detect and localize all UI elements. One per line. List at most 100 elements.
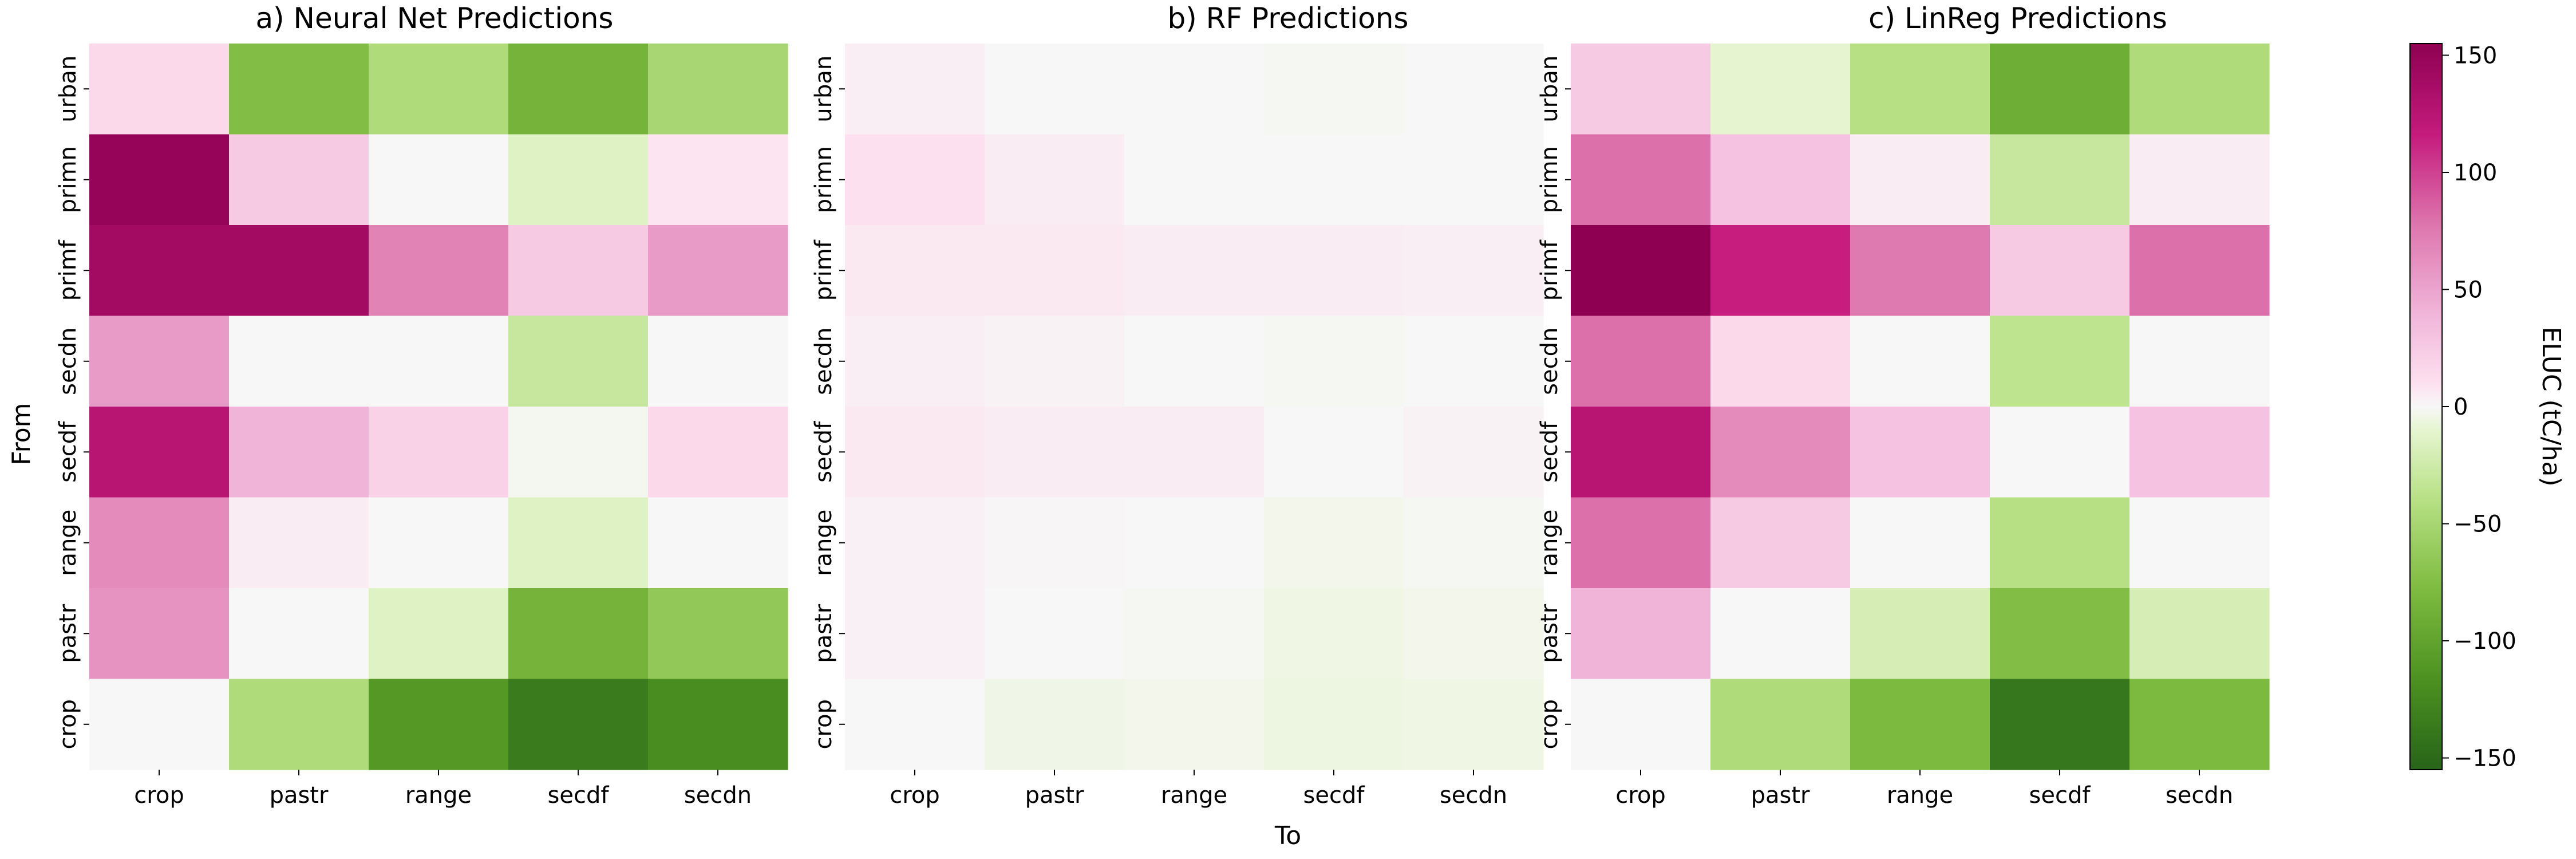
heatmap-cell	[1124, 316, 1265, 407]
y-tick-label: secdf	[55, 421, 81, 483]
heatmap-cell	[229, 497, 369, 589]
heatmap-cell	[89, 588, 230, 680]
heatmap-cell	[985, 407, 1125, 498]
heatmap-cell	[1264, 44, 1404, 135]
colorbar-tick-label: 150	[2453, 42, 2497, 69]
heatmap-cell	[985, 497, 1125, 589]
heatmap-cell	[2129, 44, 2270, 135]
heatmap-cell	[648, 44, 788, 135]
heatmap-cell	[985, 316, 1125, 407]
heatmap-cell	[1404, 44, 1544, 135]
y-tick-labels: urban primn primf secdn secdf range pastr crop	[811, 56, 845, 749]
x-tick-label: secdn	[1440, 782, 1507, 809]
colorbar-tick-label: −50	[2453, 511, 2502, 538]
y-tick-label: primn	[55, 146, 81, 213]
heatmap-cell	[2129, 134, 2270, 226]
y-tick-label: primf	[1536, 239, 1563, 301]
heatmap-cell	[1990, 679, 2130, 770]
x-tick-label: secdf	[1303, 782, 1365, 809]
heatmap-cell	[89, 225, 230, 317]
heatmap-cell	[1571, 588, 1711, 680]
heatmap-cell	[1264, 407, 1404, 498]
heatmap-cell	[1571, 316, 1711, 407]
heatmap-cell	[229, 44, 369, 135]
heatmap-cell	[1850, 497, 1990, 589]
heatmap-cell	[1990, 588, 2130, 680]
heatmap-cell	[648, 588, 788, 680]
heatmap-cell	[1124, 134, 1265, 226]
heatmap-cell	[845, 134, 985, 226]
heatmap-cell	[985, 44, 1125, 135]
heatmap-cell	[369, 44, 509, 135]
colorbar-ticks: 150 100 50 0 −50 −100 −150	[2442, 42, 2516, 772]
heatmap-cell	[648, 225, 788, 317]
heatmap-cell	[845, 679, 985, 770]
heatmap-cell	[845, 44, 985, 135]
heatmap-cell	[985, 134, 1125, 226]
heatmap-cell	[845, 497, 985, 589]
heatmap-cell	[1990, 407, 2130, 498]
heatmap-cell	[229, 679, 369, 770]
heatmap-cell	[985, 679, 1125, 770]
heatmap-cell	[1710, 44, 1851, 135]
heatmap-cell	[508, 407, 649, 498]
heatmap-cell	[1264, 679, 1404, 770]
heatmap-cell	[845, 316, 985, 407]
y-tick-label: secdn	[1536, 328, 1563, 395]
heatmap-cell	[229, 134, 369, 226]
heatmap-cell	[1850, 407, 1990, 498]
heatmap-cell	[1850, 316, 1990, 407]
heatmap-cell	[369, 134, 509, 226]
y-tick-label: crop	[811, 699, 837, 749]
y-tick-label: crop	[55, 699, 81, 749]
heatmap-cell	[985, 588, 1125, 680]
heatmap-cell	[508, 134, 649, 226]
heatmap-cell	[508, 316, 649, 407]
heatmap-cell	[845, 225, 985, 317]
heatmap-cell	[89, 44, 230, 135]
heatmap-cell	[89, 679, 230, 770]
heatmap-cell	[369, 497, 509, 589]
heatmap-cell	[369, 316, 509, 407]
heatmap-cell	[1124, 225, 1265, 317]
heatmap-cell	[508, 497, 649, 589]
colorbar-tick-label: 0	[2453, 394, 2468, 420]
x-tick-labels: crop pastr range secdf secdn	[134, 770, 752, 809]
y-tick-label: range	[55, 510, 81, 576]
heatmap-cell	[1124, 44, 1265, 135]
panel-rf: b) RF Predictions urban primn primf secdn se…	[811, 2, 1544, 809]
heatmap-cell	[1710, 588, 1851, 680]
heatmap-cell	[1124, 588, 1265, 680]
x-tick-label: range	[1887, 782, 1953, 809]
heatmap-cell	[1264, 134, 1404, 226]
heatmap-cell	[369, 407, 509, 498]
y-tick-label: secdn	[811, 328, 837, 395]
heatmap-cell	[1571, 44, 1711, 135]
panel-title: a) Neural Net Predictions	[256, 2, 614, 35]
panel-title: b) RF Predictions	[1168, 2, 1409, 35]
heatmap-cell	[1990, 225, 2130, 317]
x-tick-label: secdn	[684, 782, 752, 809]
heatmap-cell	[1264, 588, 1404, 680]
heatmap-cell	[1990, 44, 2130, 135]
y-tick-label: range	[1536, 510, 1563, 576]
x-tick-label: secdn	[2166, 782, 2233, 809]
heatmap-cell	[1571, 225, 1711, 317]
heatmap-cell	[508, 588, 649, 680]
heatmap-cell	[1404, 679, 1544, 770]
heatmap-cell	[1850, 134, 1990, 226]
panel-linreg: c) LinReg Predictions urban primn primf sec…	[1536, 2, 2270, 809]
heatmap-cell	[1124, 407, 1265, 498]
heatmap-cell	[845, 407, 985, 498]
heatmap-cell	[89, 316, 230, 407]
heatmap-cell	[648, 497, 788, 589]
y-tick-label: secdn	[55, 328, 81, 395]
heatmap-cell	[1710, 134, 1851, 226]
heatmap-cell	[2129, 407, 2270, 498]
heatmap-cell	[648, 679, 788, 770]
heatmap-cells	[845, 44, 1544, 770]
y-tick-label: secdf	[811, 421, 837, 483]
panel-title: c) LinReg Predictions	[1868, 2, 2167, 35]
colorbar-label: ELUC (tC/ha)	[2537, 326, 2566, 486]
